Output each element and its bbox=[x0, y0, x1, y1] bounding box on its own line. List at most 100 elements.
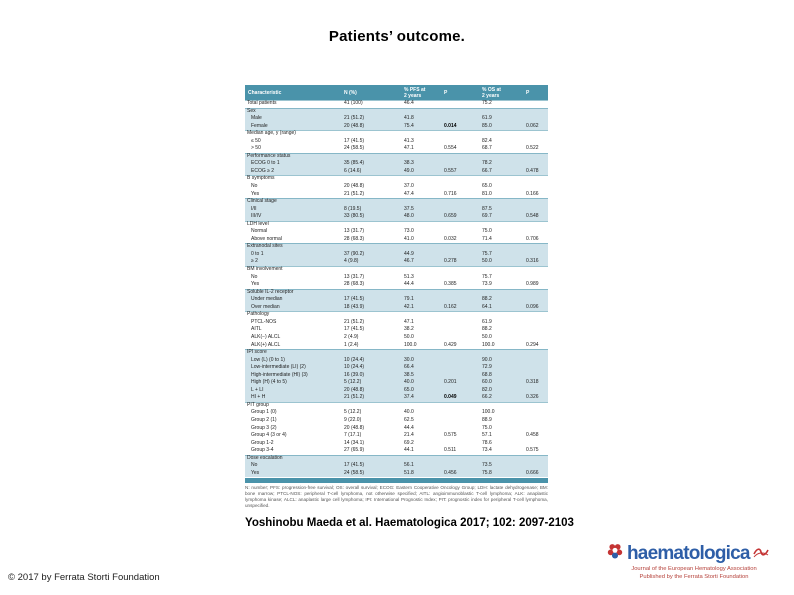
cell-value: 75.7 bbox=[482, 250, 492, 257]
cell-value bbox=[523, 417, 548, 425]
cell-value bbox=[523, 251, 548, 259]
cell-value: 0.385 bbox=[444, 281, 457, 288]
cell-value bbox=[441, 251, 479, 259]
section-label: Extranodal sites bbox=[247, 243, 283, 250]
cell-value: 0.032 bbox=[444, 235, 457, 242]
cell-value: 0.575 bbox=[526, 447, 539, 454]
cell-value: 0.429 bbox=[444, 341, 457, 348]
table-section-header: Pathology bbox=[245, 311, 548, 319]
cell-value: 46.7 bbox=[404, 258, 414, 265]
cell-value: 0.278 bbox=[444, 258, 457, 265]
section-label: Performance status bbox=[247, 152, 291, 159]
cell-value bbox=[441, 357, 479, 365]
table-row: Female 20 (48.8) 75.4 0.014 85.0 0.062 bbox=[245, 122, 548, 131]
cell-value: 37.5 bbox=[404, 205, 414, 212]
table-row: AITL 17 (41.5) 38.2 88.2 bbox=[245, 326, 548, 334]
cell-value: 41.8 bbox=[404, 115, 414, 122]
row-label: Low-intermediate (LI) (2) bbox=[251, 364, 306, 371]
cell-value: 85.0 bbox=[482, 122, 492, 129]
cell-value: 0.294 bbox=[526, 341, 539, 348]
cell-value: 56.1 bbox=[404, 462, 414, 469]
cell-value: 20 (48.8) bbox=[344, 122, 365, 129]
table-row: ECOG 0 to 1 35 (85.4) 38.3 78.2 bbox=[245, 160, 548, 168]
table-row: III/IV 33 (80.5) 48.0 0.659 69.7 0.548 bbox=[245, 213, 548, 221]
cell-value: 20 (48.8) bbox=[344, 424, 365, 431]
cell-value: 69.2 bbox=[404, 439, 414, 446]
cell-value: 1 (2.4) bbox=[344, 341, 359, 348]
cell-value: 37.0 bbox=[404, 183, 414, 190]
section-label: BM involvement bbox=[247, 266, 283, 273]
cell-value: 61.9 bbox=[482, 318, 492, 325]
cell-value: 62.5 bbox=[404, 416, 414, 423]
table-header-row: Characteristic N (%) % PFS at 2 years P … bbox=[245, 85, 548, 100]
row-label: Group 3 (2) bbox=[251, 424, 277, 431]
cell-value: 0.575 bbox=[444, 432, 457, 439]
row-label: Female bbox=[251, 122, 268, 129]
cell-value bbox=[441, 319, 479, 327]
cell-value: 0.062 bbox=[526, 122, 539, 129]
table-row: Normal 13 (31.7) 73.0 75.0 bbox=[245, 228, 548, 236]
table-row: Group 4 (3 or 4) 7 (17.1) 21.4 0.575 57.1 0.4… bbox=[245, 432, 548, 440]
row-label: L + LI bbox=[251, 386, 264, 393]
cell-value: 0.326 bbox=[526, 394, 539, 401]
cell-value: 18 (43.9) bbox=[344, 303, 365, 310]
cell-value bbox=[441, 417, 479, 425]
cell-value: 51.8 bbox=[404, 469, 414, 476]
cell-value bbox=[441, 160, 479, 168]
cell-value bbox=[441, 440, 479, 448]
table-footnote: N: number; PFS: progression-free surviva… bbox=[245, 485, 548, 509]
cell-value: 78.6 bbox=[482, 439, 492, 446]
logo-tagline-2: Published by the Ferrata Storti Foundati… bbox=[639, 573, 749, 580]
row-label: ALK(+) ALCL bbox=[251, 341, 281, 348]
table-row: > 50 24 (58.5) 47.1 0.554 68.7 0.522 bbox=[245, 145, 548, 153]
row-label: I/II bbox=[251, 205, 257, 212]
table-section-header: Median age, y (range) bbox=[245, 130, 548, 138]
cell-value: 24 (58.5) bbox=[344, 469, 365, 476]
cell-value: 65.0 bbox=[482, 183, 492, 190]
row-label: Above normal bbox=[251, 235, 282, 242]
cell-value: 73.4 bbox=[482, 447, 492, 454]
table-row: Under median 17 (41.5) 79.1 88.2 bbox=[245, 296, 548, 304]
cell-value: 42.1 bbox=[404, 303, 414, 310]
table-section-header: PIT group bbox=[245, 402, 548, 410]
cell-value: 82.0 bbox=[482, 386, 492, 393]
row-label: ECOG 0 to 1 bbox=[251, 160, 280, 167]
cell-value: 4 (9.8) bbox=[344, 258, 359, 265]
cell-value bbox=[523, 462, 548, 470]
cell-value: 0.096 bbox=[526, 303, 539, 310]
cell-value: 17 (41.5) bbox=[344, 462, 365, 469]
haematologica-logo: haematologica Journal of the European He… bbox=[606, 542, 782, 582]
cell-value bbox=[441, 183, 479, 191]
table-row: High (H) (4 to 5) 5 (12.2) 40.0 0.201 60.0 0.… bbox=[245, 379, 548, 387]
row-label: ≥ 2 bbox=[251, 258, 258, 265]
table-section-header: LDH level bbox=[245, 221, 548, 229]
table-row: PTCL-NOS 21 (51.2) 47.1 61.9 bbox=[245, 319, 548, 327]
cell-value bbox=[441, 409, 479, 417]
cell-value: 57.1 bbox=[482, 432, 492, 439]
cell-value: 21 (51.2) bbox=[344, 318, 365, 325]
cell-value: 21 (51.2) bbox=[344, 394, 365, 401]
cell-value: 16 (39.0) bbox=[344, 371, 365, 378]
table-row: ALK(−) ALCL 2 (4.9) 50.0 50.0 bbox=[245, 334, 548, 342]
cell-value bbox=[523, 364, 548, 372]
cell-value: 44.4 bbox=[404, 424, 414, 431]
cell-value: 64.1 bbox=[482, 303, 492, 310]
table-row: Group 3 (2) 20 (48.8) 44.4 75.0 bbox=[245, 425, 548, 433]
row-label: Yes bbox=[251, 190, 260, 197]
cell-value: 50.0 bbox=[404, 333, 414, 340]
cell-value bbox=[523, 138, 548, 146]
cell-value: 73.9 bbox=[482, 281, 492, 288]
table-row: ≥ 2 4 (9.8) 46.7 0.278 50.0 0.316 bbox=[245, 258, 548, 267]
section-label: Soluble IL-2 receptor bbox=[247, 288, 294, 295]
cell-value: 0.014 bbox=[444, 122, 457, 129]
cell-value bbox=[523, 425, 548, 433]
citation: Yoshinobu Maeda et al. Haematologica 201… bbox=[245, 517, 574, 529]
cell-value: 0.716 bbox=[444, 190, 457, 197]
row-label: Normal bbox=[251, 228, 268, 235]
cell-value: 0.511 bbox=[444, 447, 457, 454]
col-header-p1: P bbox=[444, 89, 448, 96]
cell-value: 37 (90.2) bbox=[344, 250, 365, 257]
row-label: Yes bbox=[251, 281, 260, 288]
cell-value: 71.4 bbox=[482, 235, 492, 242]
cell-value: 0.666 bbox=[526, 469, 539, 476]
